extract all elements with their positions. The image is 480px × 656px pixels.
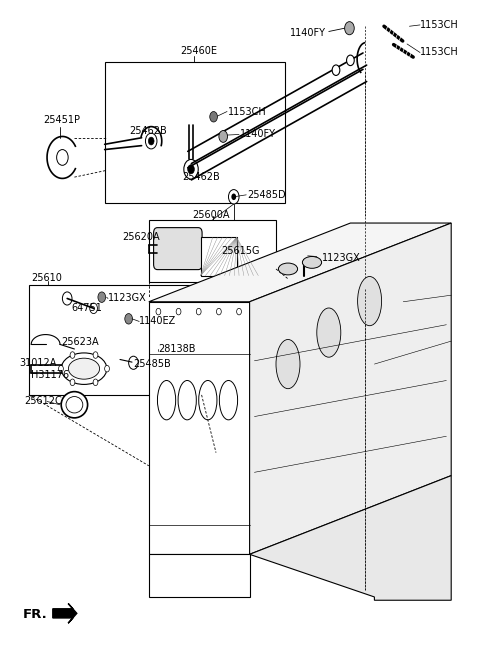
Circle shape bbox=[196, 308, 201, 315]
Ellipse shape bbox=[178, 380, 196, 420]
Circle shape bbox=[145, 133, 157, 149]
Text: 1153CH: 1153CH bbox=[228, 106, 267, 117]
Text: 31012A: 31012A bbox=[19, 358, 57, 368]
Circle shape bbox=[332, 65, 340, 75]
Text: H31176: H31176 bbox=[31, 370, 69, 380]
Ellipse shape bbox=[66, 396, 83, 413]
Circle shape bbox=[129, 356, 138, 369]
Circle shape bbox=[237, 308, 241, 315]
Text: 1123GX: 1123GX bbox=[108, 293, 147, 304]
Polygon shape bbox=[149, 554, 250, 597]
Text: 25612C: 25612C bbox=[24, 396, 62, 407]
Text: 28138B: 28138B bbox=[158, 344, 196, 354]
Circle shape bbox=[231, 194, 236, 200]
Text: 25451P: 25451P bbox=[43, 115, 80, 125]
Circle shape bbox=[93, 379, 98, 386]
Circle shape bbox=[216, 308, 221, 315]
Polygon shape bbox=[250, 223, 451, 554]
Polygon shape bbox=[53, 604, 77, 623]
Circle shape bbox=[70, 352, 75, 358]
Circle shape bbox=[125, 314, 132, 324]
Text: 25600A: 25600A bbox=[192, 210, 229, 220]
Circle shape bbox=[176, 308, 181, 315]
Text: 1140EZ: 1140EZ bbox=[139, 316, 177, 327]
Circle shape bbox=[93, 352, 98, 358]
Text: 64751: 64751 bbox=[71, 303, 102, 314]
Circle shape bbox=[184, 159, 198, 179]
Circle shape bbox=[70, 379, 75, 386]
Bar bbox=[201, 237, 237, 276]
Text: 25462B: 25462B bbox=[182, 172, 220, 182]
Text: 25460E: 25460E bbox=[180, 46, 218, 56]
Ellipse shape bbox=[199, 380, 217, 420]
Circle shape bbox=[219, 131, 228, 142]
Text: 25485B: 25485B bbox=[133, 359, 171, 369]
Ellipse shape bbox=[61, 353, 107, 384]
Text: 1123GX: 1123GX bbox=[322, 253, 360, 264]
Text: 25485D: 25485D bbox=[247, 190, 286, 200]
Polygon shape bbox=[250, 476, 451, 600]
Text: FR.: FR. bbox=[23, 607, 48, 621]
Circle shape bbox=[105, 365, 109, 372]
Circle shape bbox=[345, 22, 354, 35]
FancyBboxPatch shape bbox=[154, 228, 202, 270]
Circle shape bbox=[90, 303, 97, 314]
Text: 1153CH: 1153CH bbox=[420, 20, 459, 30]
Ellipse shape bbox=[69, 358, 100, 379]
Text: 25620A: 25620A bbox=[122, 232, 160, 243]
Ellipse shape bbox=[276, 339, 300, 388]
Ellipse shape bbox=[302, 256, 322, 268]
Text: 25610: 25610 bbox=[31, 274, 62, 283]
Text: 1140FY: 1140FY bbox=[290, 28, 326, 38]
Polygon shape bbox=[149, 302, 250, 554]
Ellipse shape bbox=[317, 308, 341, 357]
Circle shape bbox=[57, 150, 68, 165]
Ellipse shape bbox=[157, 380, 176, 420]
Circle shape bbox=[228, 190, 239, 204]
Ellipse shape bbox=[61, 392, 88, 418]
Bar bbox=[149, 220, 276, 282]
Circle shape bbox=[98, 292, 106, 302]
Circle shape bbox=[148, 137, 154, 145]
Circle shape bbox=[152, 346, 160, 356]
Polygon shape bbox=[149, 223, 451, 302]
Ellipse shape bbox=[358, 276, 382, 325]
Text: 1153CH: 1153CH bbox=[420, 47, 459, 58]
Circle shape bbox=[301, 251, 308, 260]
Bar bbox=[105, 62, 285, 203]
Circle shape bbox=[188, 165, 194, 174]
Circle shape bbox=[210, 112, 217, 122]
Text: 1140FY: 1140FY bbox=[240, 129, 276, 140]
Text: 25615G: 25615G bbox=[221, 245, 259, 256]
Circle shape bbox=[347, 55, 354, 66]
Circle shape bbox=[62, 292, 72, 305]
Ellipse shape bbox=[219, 380, 238, 420]
Text: 25623A: 25623A bbox=[61, 337, 99, 348]
Text: 25462B: 25462B bbox=[130, 126, 168, 136]
Circle shape bbox=[59, 365, 63, 372]
Circle shape bbox=[156, 308, 161, 315]
Bar bbox=[29, 285, 202, 395]
Ellipse shape bbox=[278, 263, 298, 275]
